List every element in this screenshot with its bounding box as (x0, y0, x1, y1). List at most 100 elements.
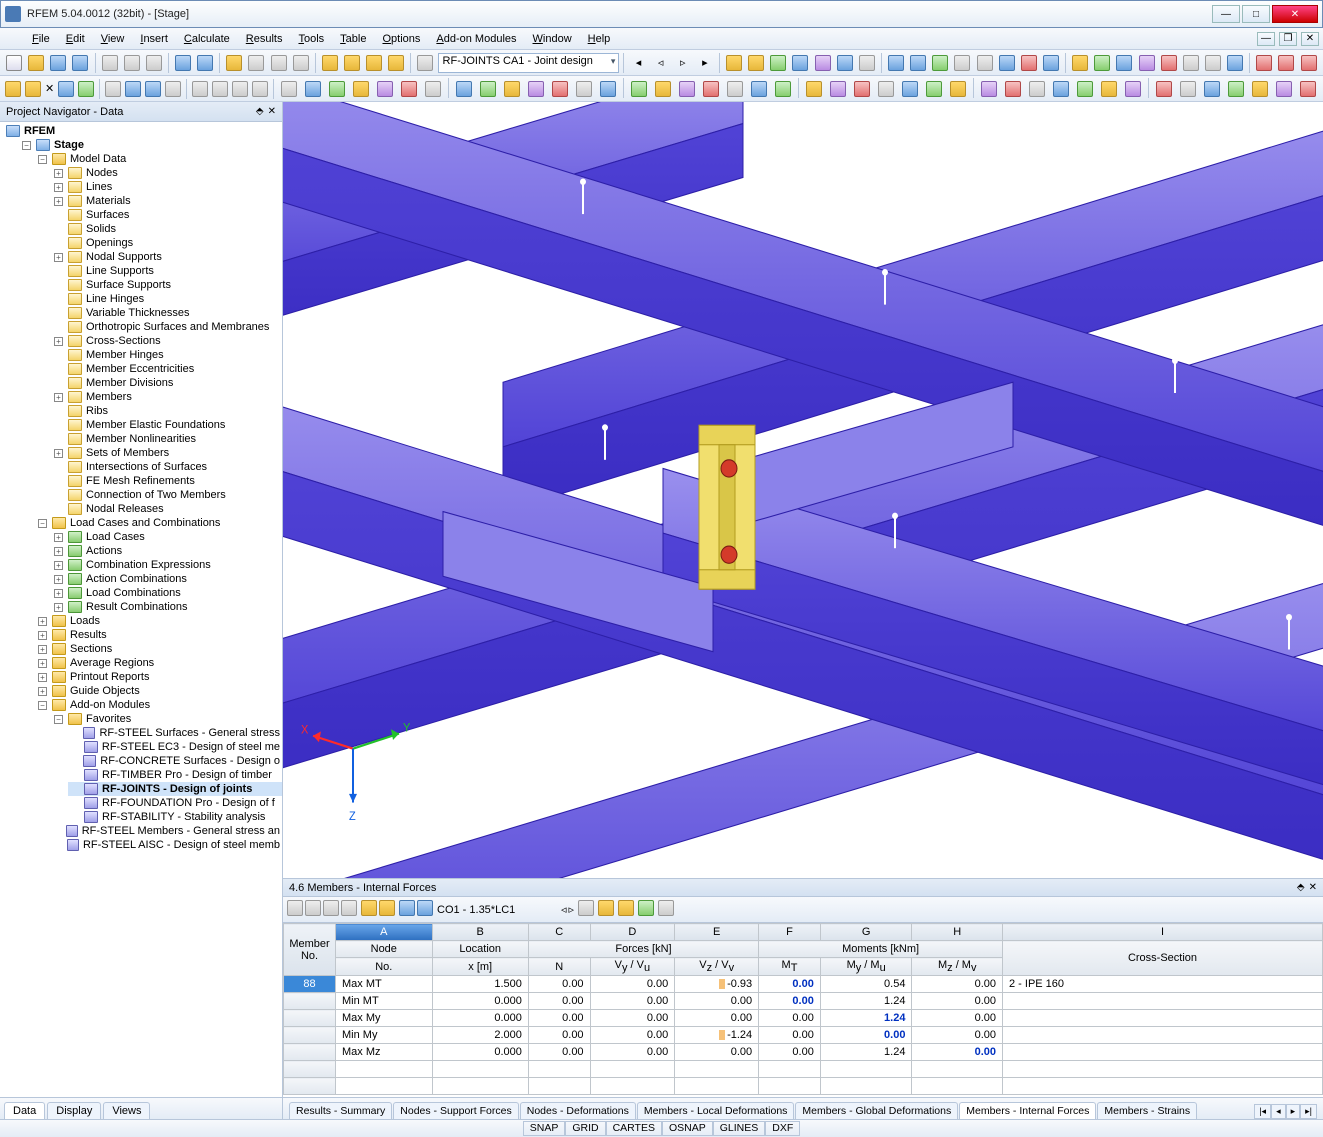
menu-tools[interactable]: Tools (290, 31, 332, 47)
navigator-close[interactable]: ✕ (268, 106, 276, 117)
t2-extra-37[interactable] (1201, 78, 1223, 100)
t2-extra-39[interactable] (1249, 78, 1271, 100)
tb-first[interactable]: ◂ (628, 52, 648, 74)
tree-item[interactable]: +Actions (52, 544, 282, 558)
tb-find[interactable] (246, 52, 266, 74)
nav-tab-data[interactable]: Data (4, 1102, 45, 1119)
table-tab[interactable]: Results - Summary (289, 1102, 392, 1119)
maximize-button[interactable]: □ (1242, 5, 1270, 23)
tree-module[interactable]: RF-STABILITY - Stability analysis (68, 810, 282, 824)
tb-t2[interactable] (342, 52, 362, 74)
tree-item[interactable]: Intersections of Surfaces (52, 460, 282, 474)
menu-view[interactable]: View (93, 31, 133, 47)
tb-a3[interactable] (768, 52, 788, 74)
table-load-combo[interactable]: CO1 - 1.35*LC1 (437, 904, 557, 916)
tb-new[interactable] (4, 52, 24, 74)
t2-extra-27[interactable] (947, 78, 969, 100)
tree-item[interactable]: Member Nonlinearities (52, 432, 282, 446)
mdi-minimize[interactable]: — (1257, 32, 1275, 46)
t2-extra-2[interactable] (326, 78, 348, 100)
t2-extra-7[interactable] (453, 78, 475, 100)
tree-module[interactable]: RF-STEEL AISC - Design of steel memb (52, 838, 282, 852)
tb-print[interactable] (100, 52, 120, 74)
menu-add-on-modules[interactable]: Add-on Modules (428, 31, 524, 47)
toolbar-module-combo[interactable]: RF-JOINTS CA1 - Joint design (438, 53, 620, 73)
menu-edit[interactable]: Edit (58, 31, 93, 47)
t2-extra-11[interactable] (549, 78, 571, 100)
tt-3[interactable] (323, 900, 339, 919)
t2-extra-3[interactable] (350, 78, 372, 100)
t2-extra-10[interactable] (525, 78, 547, 100)
tb-c6[interactable] (1181, 52, 1201, 74)
tree-module[interactable]: RF-CONCRETE Surfaces - Design o (68, 754, 282, 768)
tt-prev[interactable]: ◃ (561, 903, 567, 916)
t2-2[interactable] (24, 78, 42, 100)
tt-calc[interactable] (658, 900, 674, 919)
tt-5[interactable] (361, 900, 377, 919)
t2-9[interactable] (164, 78, 182, 100)
results-table[interactable]: MemberNo. A B C D E F G H I Node (283, 923, 1323, 1095)
t2-extra-6[interactable] (422, 78, 444, 100)
tabs-last[interactable]: ▸| (1300, 1104, 1317, 1119)
tb-zoom2[interactable] (291, 52, 311, 74)
tree-item[interactable]: +Nodes (52, 166, 282, 180)
tb-d1[interactable] (1254, 52, 1274, 74)
tt-6[interactable] (379, 900, 395, 919)
tree-item[interactable]: +Average Regions (36, 656, 282, 670)
app-menu-icon[interactable] (6, 32, 20, 46)
menu-insert[interactable]: Insert (132, 31, 176, 47)
nav-tab-display[interactable]: Display (47, 1102, 101, 1119)
tb-last[interactable]: ▸ (695, 52, 715, 74)
tree-module[interactable]: RF-STEEL Members - General stress an (52, 824, 282, 838)
tree-item[interactable]: +Members (52, 390, 282, 404)
t2-10[interactable] (191, 78, 209, 100)
tb-t3[interactable] (364, 52, 384, 74)
tree-item[interactable]: Nodal Releases (52, 502, 282, 516)
t2-extra-32[interactable] (1074, 78, 1096, 100)
tb-c5[interactable] (1159, 52, 1179, 74)
tree-item[interactable]: −Add-on Modules (36, 698, 282, 712)
t2-8[interactable] (144, 78, 162, 100)
tabs-prev[interactable]: ◂ (1271, 1104, 1286, 1119)
t2-extra-26[interactable] (923, 78, 945, 100)
tb-undo[interactable] (173, 52, 193, 74)
tb-a2[interactable] (746, 52, 766, 74)
t2-extra-4[interactable] (374, 78, 396, 100)
menu-results[interactable]: Results (238, 31, 291, 47)
t2-extra-22[interactable] (827, 78, 849, 100)
tt-b[interactable] (618, 900, 634, 919)
tree-item[interactable]: Member Eccentricities (52, 362, 282, 376)
t2-extra-29[interactable] (1002, 78, 1024, 100)
t2-extra-14[interactable] (628, 78, 650, 100)
tree-model-data[interactable]: Model Data (69, 153, 126, 165)
tree-item[interactable]: +Loads (36, 614, 282, 628)
tb-b3[interactable] (930, 52, 950, 74)
menu-table[interactable]: Table (332, 31, 374, 47)
t2-3[interactable]: ✕ (44, 78, 55, 100)
tree-item[interactable]: +Sections (36, 642, 282, 656)
tree-item[interactable]: Member Divisions (52, 376, 282, 390)
tree-item[interactable]: +Sets of Members (52, 446, 282, 460)
tb-t4[interactable] (386, 52, 406, 74)
tree-item[interactable]: Line Hinges (52, 292, 282, 306)
t2-4[interactable] (57, 78, 75, 100)
t2-extra-31[interactable] (1050, 78, 1072, 100)
t2-13[interactable] (251, 78, 269, 100)
tb-export[interactable] (144, 52, 164, 74)
tree-module[interactable]: RF-TIMBER Pro - Design of timber (68, 768, 282, 782)
t2-extra-9[interactable] (501, 78, 523, 100)
menu-window[interactable]: Window (525, 31, 580, 47)
tb-a5[interactable] (813, 52, 833, 74)
status-grid[interactable]: GRID (565, 1121, 605, 1136)
tree-item[interactable]: Orthotropic Surfaces and Membranes (52, 320, 282, 334)
tree-root[interactable]: RFEM (23, 125, 55, 137)
tabs-next[interactable]: ▸ (1286, 1104, 1301, 1119)
t2-1[interactable] (4, 78, 22, 100)
tb-t1[interactable] (320, 52, 340, 74)
table-pin[interactable]: ⬘ (1297, 882, 1305, 893)
tb-nav[interactable] (415, 52, 435, 74)
tb-c1[interactable] (1070, 52, 1090, 74)
mdi-close[interactable]: ✕ (1301, 32, 1319, 46)
t2-extra-41[interactable] (1297, 78, 1319, 100)
mdi-restore[interactable]: ❐ (1279, 32, 1297, 46)
